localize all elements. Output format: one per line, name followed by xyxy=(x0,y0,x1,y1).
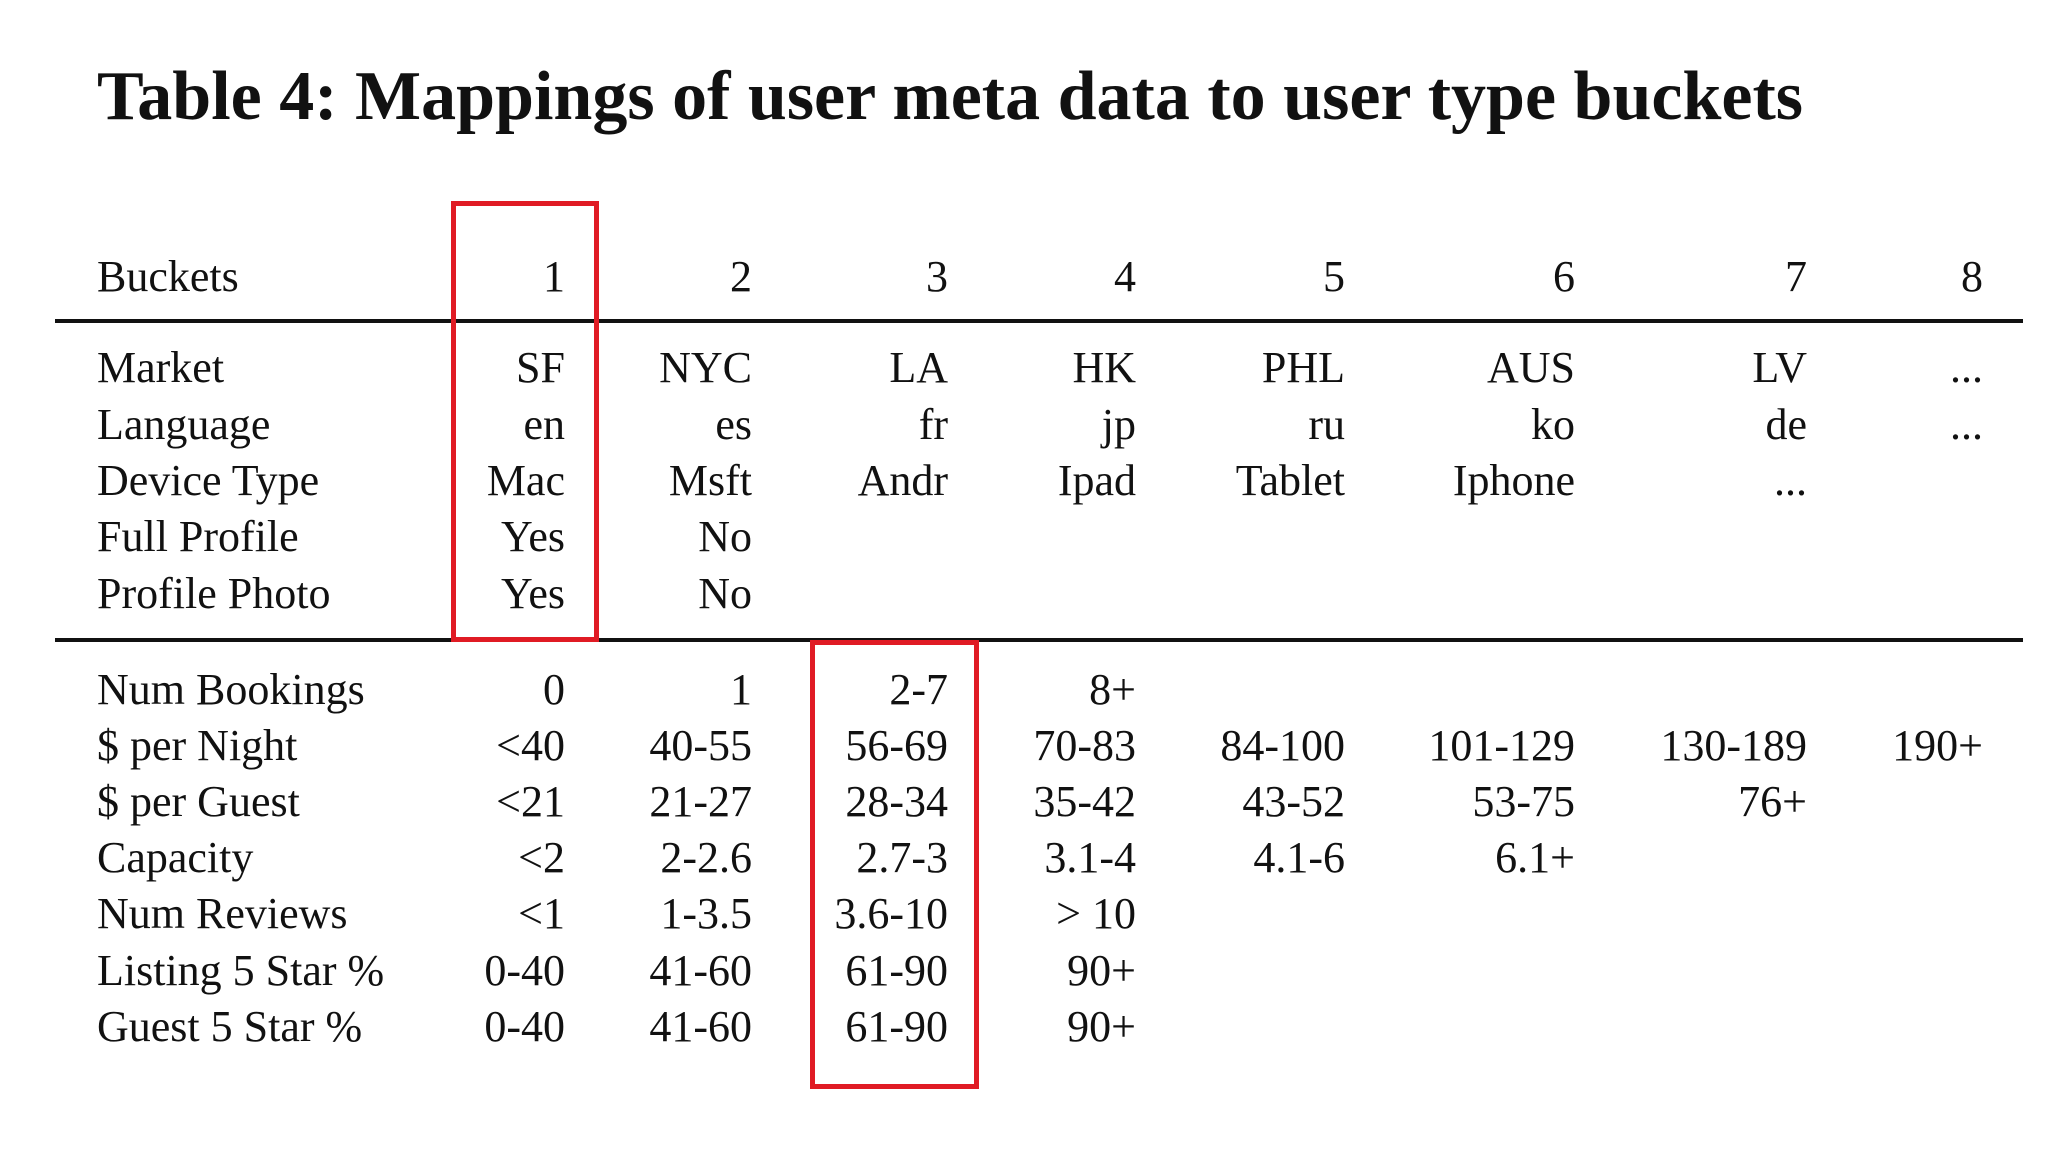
header-bucket-4: 4 xyxy=(1114,252,1136,301)
header-bucket-5: 5 xyxy=(1323,252,1345,301)
user-meta-cell: LV xyxy=(1752,343,1807,392)
user-meta-cell: de xyxy=(1765,400,1807,449)
listing-stats-cell: 1-3.5 xyxy=(660,889,752,938)
header-bucket-6: 6 xyxy=(1553,252,1575,301)
section-rule xyxy=(55,638,2023,642)
header-bucket-7: 7 xyxy=(1785,252,1807,301)
user-meta-cell: ru xyxy=(1308,400,1345,449)
user-meta-row-label: Language xyxy=(97,400,271,449)
listing-stats-cell: 2.7-3 xyxy=(856,833,948,882)
user-meta-cell: No xyxy=(698,512,752,561)
listing-stats-cell: 41-60 xyxy=(649,946,752,995)
listing-stats-cell: 3.6-10 xyxy=(834,889,948,938)
listing-stats-cell: <40 xyxy=(496,721,565,770)
user-meta-cell: jp xyxy=(1101,400,1136,449)
listing-stats-row-label: $ per Night xyxy=(97,721,298,770)
user-meta-cell: Mac xyxy=(486,456,565,505)
listing-stats-cell: 43-52 xyxy=(1242,777,1345,826)
listing-stats-row-label: Num Bookings xyxy=(97,665,365,714)
listing-stats-cell: 90+ xyxy=(1067,1002,1136,1051)
listing-stats-cell: 2-7 xyxy=(889,665,948,714)
listing-stats-cell: 61-90 xyxy=(845,946,948,995)
user-meta-row-label: Profile Photo xyxy=(97,569,331,618)
user-meta-cell: Yes xyxy=(500,512,565,561)
user-meta-cell: Yes xyxy=(500,569,565,618)
listing-stats-cell: 1 xyxy=(730,665,752,714)
listing-stats-cell: 35-42 xyxy=(1033,777,1136,826)
listing-stats-row-label: Capacity xyxy=(97,833,254,882)
listing-stats-row-label: Guest 5 Star % xyxy=(97,1002,363,1051)
listing-stats-cell: 190+ xyxy=(1892,721,1983,770)
listing-stats-cell: 0 xyxy=(543,665,565,714)
header-bucket-3: 3 xyxy=(926,252,948,301)
header-rule xyxy=(55,319,2023,323)
listing-stats-cell: 84-100 xyxy=(1220,721,1345,770)
header-label: Buckets xyxy=(97,252,239,301)
listing-stats-cell: 101-129 xyxy=(1428,721,1575,770)
listing-stats-cell: 40-55 xyxy=(649,721,752,770)
listing-stats-cell: <1 xyxy=(518,889,565,938)
user-meta-cell: No xyxy=(698,569,752,618)
header-bucket-1: 1 xyxy=(543,252,565,301)
user-meta-cell: PHL xyxy=(1261,343,1345,392)
highlight-box-bucket-3 xyxy=(810,640,979,1089)
user-meta-cell: Iphone xyxy=(1452,456,1575,505)
highlight-box-bucket-1 xyxy=(451,201,599,642)
user-meta-cell: LA xyxy=(889,343,948,392)
listing-stats-cell: 0-40 xyxy=(484,1002,565,1051)
listing-stats-row-label: Listing 5 Star % xyxy=(97,946,385,995)
user-meta-cell: ... xyxy=(1950,343,1983,392)
table-title: Table 4: Mappings of user meta data to u… xyxy=(97,58,1804,135)
listing-stats-cell: 4.1-6 xyxy=(1253,833,1345,882)
listing-stats-cell: > 10 xyxy=(1056,889,1136,938)
user-meta-cell: fr xyxy=(918,400,948,449)
user-meta-cell: en xyxy=(523,400,565,449)
listing-stats-cell: 41-60 xyxy=(649,1002,752,1051)
user-meta-row-label: Full Profile xyxy=(97,512,299,561)
user-meta-row-label: Market xyxy=(97,343,225,392)
listing-stats-cell: 8+ xyxy=(1089,665,1136,714)
listing-stats-cell: 130-189 xyxy=(1660,721,1807,770)
listing-stats-cell: 53-75 xyxy=(1472,777,1575,826)
user-meta-cell: Tablet xyxy=(1235,456,1345,505)
listing-stats-cell: 90+ xyxy=(1067,946,1136,995)
listing-stats-cell: 3.1-4 xyxy=(1044,833,1136,882)
user-meta-cell: AUS xyxy=(1486,343,1575,392)
listing-stats-cell: <2 xyxy=(518,833,565,882)
user-meta-cell: ko xyxy=(1531,400,1575,449)
listing-stats-cell: 0-40 xyxy=(484,946,565,995)
listing-stats-cell: 6.1+ xyxy=(1495,833,1575,882)
user-meta-cell: Ipad xyxy=(1057,456,1136,505)
listing-stats-cell: 61-90 xyxy=(845,1002,948,1051)
listing-stats-cell: <21 xyxy=(496,777,565,826)
listing-stats-row-label: Num Reviews xyxy=(97,889,348,938)
header-bucket-8: 8 xyxy=(1961,252,1983,301)
user-meta-cell: NYC xyxy=(659,343,752,392)
header-bucket-2: 2 xyxy=(730,252,752,301)
user-meta-cell: ... xyxy=(1950,400,1983,449)
listing-stats-cell: 2-2.6 xyxy=(660,833,752,882)
user-meta-cell: HK xyxy=(1072,343,1136,392)
user-meta-row-label: Device Type xyxy=(97,456,320,505)
listing-stats-cell: 56-69 xyxy=(845,721,948,770)
user-meta-cell: Andr xyxy=(857,456,948,505)
user-meta-cell: SF xyxy=(516,343,565,392)
user-meta-cell: es xyxy=(715,400,752,449)
listing-stats-cell: 28-34 xyxy=(845,777,948,826)
listing-stats-row-label: $ per Guest xyxy=(97,777,300,826)
user-meta-cell: Msft xyxy=(668,456,752,505)
listing-stats-cell: 70-83 xyxy=(1033,721,1136,770)
listing-stats-cell: 21-27 xyxy=(649,777,752,826)
listing-stats-cell: 76+ xyxy=(1738,777,1807,826)
user-meta-cell: ... xyxy=(1774,456,1807,505)
